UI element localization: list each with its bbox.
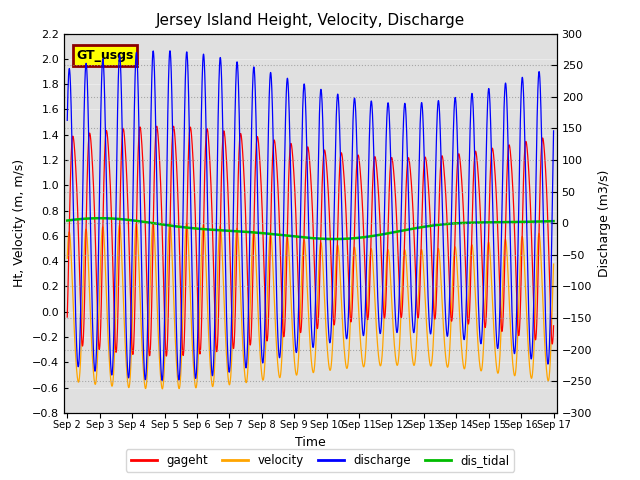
gageht [417, 258, 424, 264]
X-axis label: Time: Time [295, 436, 326, 449]
velocity [417, 250, 424, 256]
velocity [63, 255, 71, 261]
discharge [272, 257, 280, 263]
gageht [535, 236, 543, 242]
gageht [268, 178, 276, 183]
gageht [163, 353, 170, 359]
velocity [159, 386, 166, 392]
gageht [153, 123, 161, 129]
velocity [268, 241, 276, 247]
dis_tidal [417, 225, 424, 230]
discharge [535, 70, 543, 75]
velocity [535, 231, 543, 237]
gageht [272, 147, 280, 153]
velocity [511, 373, 518, 379]
discharge [158, 378, 166, 384]
dis_tidal [294, 234, 302, 240]
Y-axis label: Discharge (m3/s): Discharge (m3/s) [598, 169, 611, 277]
dis_tidal [63, 217, 71, 223]
Text: GT_usgs: GT_usgs [76, 49, 134, 62]
gageht [511, 231, 518, 237]
discharge [511, 350, 518, 356]
dis_tidal [535, 218, 543, 224]
dis_tidal [331, 236, 339, 242]
discharge [166, 48, 174, 54]
Y-axis label: Ht, Velocity (m, m/s): Ht, Velocity (m, m/s) [13, 159, 26, 287]
discharge [294, 307, 302, 312]
Title: Jersey Island Height, Velocity, Discharge: Jersey Island Height, Velocity, Discharg… [156, 13, 465, 28]
discharge [417, 107, 424, 113]
discharge [550, 128, 557, 134]
dis_tidal [96, 216, 104, 221]
velocity [166, 220, 173, 226]
gageht [63, 314, 71, 320]
gageht [294, 295, 302, 300]
velocity [294, 355, 302, 360]
dis_tidal [272, 231, 280, 237]
Line: discharge: discharge [67, 51, 554, 381]
Line: dis_tidal: dis_tidal [67, 218, 554, 239]
dis_tidal [550, 218, 557, 224]
discharge [268, 85, 276, 91]
Line: velocity: velocity [67, 223, 554, 389]
Line: gageht: gageht [67, 126, 554, 356]
discharge [63, 118, 71, 123]
dis_tidal [511, 219, 518, 225]
gageht [550, 323, 557, 329]
Legend: gageht, velocity, discharge, dis_tidal: gageht, velocity, discharge, dis_tidal [126, 449, 514, 472]
dis_tidal [268, 231, 275, 237]
velocity [272, 328, 280, 334]
velocity [550, 261, 557, 267]
